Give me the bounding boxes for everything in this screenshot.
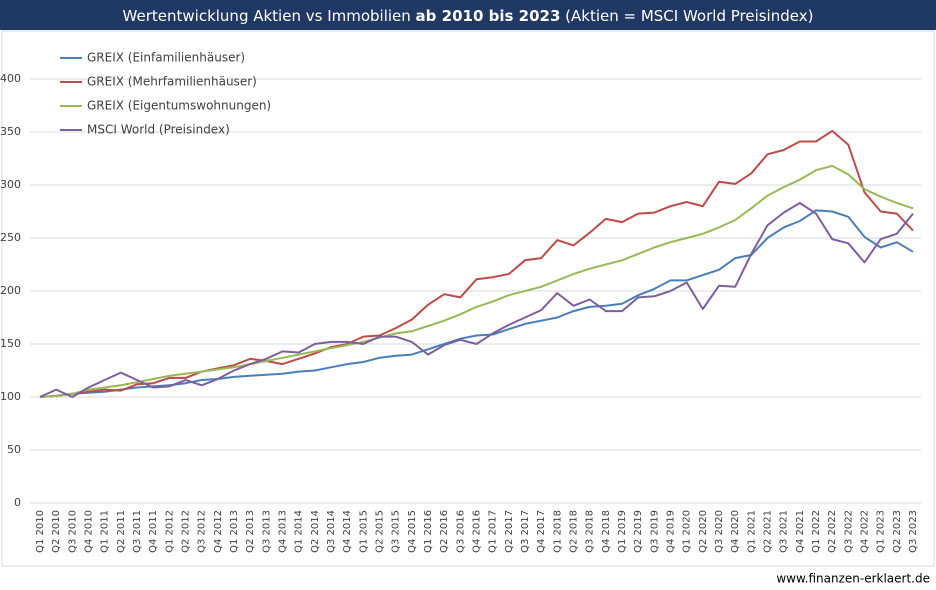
x-tick-label: Q2 2014 — [310, 510, 321, 553]
x-tick-label: Q1 2013 — [229, 510, 240, 553]
x-tick-label: Q1 2018 — [552, 510, 563, 553]
x-tick-label: Q3 2023 — [908, 510, 919, 553]
x-tick-label: Q3 2022 — [843, 510, 854, 553]
y-tick-label: 300 — [0, 178, 21, 191]
x-tick-label: Q2 2010 — [51, 510, 62, 553]
x-tick-label: Q3 2016 — [455, 510, 466, 553]
x-tick-label: Q4 2016 — [472, 510, 483, 553]
x-tick-label: Q3 2011 — [132, 510, 143, 553]
x-tick-label: Q4 2020 — [730, 510, 741, 553]
y-tick-label: 50 — [7, 443, 21, 456]
y-tick-label: 0 — [14, 496, 21, 509]
x-tick-label: Q1 2023 — [876, 510, 887, 553]
x-tick-label: Q3 2019 — [649, 510, 660, 553]
x-tick-label: Q4 2017 — [536, 510, 547, 553]
y-tick-label: 200 — [0, 284, 21, 297]
chart-title: Wertentwicklung Aktien vs Immobilien ab … — [123, 7, 814, 25]
y-tick-label: 100 — [0, 390, 21, 403]
x-tick-label: Q4 2018 — [601, 510, 612, 553]
x-tick-label: Q4 2021 — [795, 510, 806, 553]
x-tick-label: Q4 2010 — [84, 510, 95, 553]
chart-frame — [1, 30, 935, 567]
x-tick-label: Q2 2022 — [827, 510, 838, 553]
legend-label: GREIX (Einfamilienhäuser) — [87, 51, 245, 65]
x-tick-label: Q1 2014 — [294, 510, 305, 553]
x-tick-label: Q4 2022 — [860, 510, 871, 553]
legend-label: GREIX (Mehrfamilienhäuser) — [87, 75, 257, 89]
legend-label: GREIX (Eigentumswohnungen) — [87, 99, 271, 113]
series-line — [39, 209, 914, 398]
x-tick-label: Q1 2017 — [488, 510, 499, 553]
x-tick-label: Q1 2010 — [35, 510, 46, 553]
x-tick-label: Q4 2019 — [666, 510, 677, 553]
y-tick-label: 150 — [0, 337, 21, 350]
x-tick-label: Q2 2013 — [245, 510, 256, 553]
title-bar — [0, 0, 936, 30]
title-part: (Aktien = MSCI World Preisindex) — [560, 7, 813, 25]
series-line — [39, 129, 914, 398]
series-line — [39, 164, 914, 398]
x-tick-label: Q2 2011 — [116, 510, 127, 553]
x-tick-label: Q2 2016 — [439, 510, 450, 553]
x-tick-label: Q4 2015 — [407, 510, 418, 553]
x-tick-label: Q2 2019 — [633, 510, 644, 553]
x-tick-label: Q1 2019 — [617, 510, 628, 553]
x-tick-label: Q2 2018 — [569, 510, 580, 553]
title-part: Wertentwicklung Aktien vs Immobilien — [123, 7, 416, 25]
x-tick-label: Q2 2012 — [181, 510, 192, 553]
x-tick-label: Q4 2014 — [342, 510, 353, 553]
x-tick-label: Q1 2012 — [164, 510, 175, 553]
x-tick-label: Q1 2022 — [811, 510, 822, 553]
x-tick-label: Q3 2012 — [197, 510, 208, 553]
x-tick-label: Q2 2015 — [375, 510, 386, 553]
x-tick-label: Q3 2010 — [67, 510, 78, 553]
x-tick-label: Q1 2011 — [100, 510, 111, 553]
x-tick-label: Q1 2016 — [423, 510, 434, 553]
y-tick-label: 250 — [0, 231, 21, 244]
x-tick-label: Q2 2020 — [698, 510, 709, 553]
series-line — [39, 202, 914, 398]
x-tick-label: Q2 2021 — [763, 510, 774, 553]
x-tick-label: Q1 2021 — [746, 510, 757, 553]
x-tick-label: Q3 2015 — [391, 510, 402, 553]
x-tick-label: Q3 2021 — [779, 510, 790, 553]
x-tick-label: Q1 2015 — [358, 510, 369, 553]
y-tick-label: 400 — [0, 72, 21, 85]
x-tick-label: Q1 2020 — [682, 510, 693, 553]
x-tick-label: Q2 2023 — [892, 510, 903, 553]
title-part: ab 2010 bis 2023 — [416, 7, 561, 25]
x-tick-label: Q3 2013 — [261, 510, 272, 553]
x-tick-label: Q3 2017 — [520, 510, 531, 553]
y-tick-label: 350 — [0, 125, 21, 138]
x-tick-label: Q3 2014 — [326, 510, 337, 553]
x-tick-label: Q4 2011 — [148, 510, 159, 553]
x-tick-label: Q3 2018 — [585, 510, 596, 553]
x-tick-label: Q4 2013 — [278, 510, 289, 553]
legend-label: MSCI World (Preisindex) — [87, 123, 230, 137]
x-tick-label: Q4 2012 — [213, 510, 224, 553]
x-tick-label: Q3 2020 — [714, 510, 725, 553]
source: www.finanzen-erklaert.de — [776, 572, 930, 586]
x-tick-label: Q2 2017 — [504, 510, 515, 553]
